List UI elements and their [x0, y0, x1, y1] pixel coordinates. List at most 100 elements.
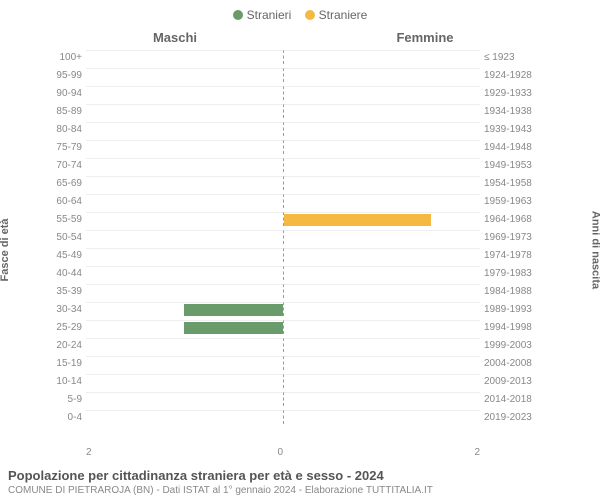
age-label: 40-44: [50, 268, 86, 279]
bar-half-right: [283, 158, 481, 172]
birth-label: 1999-2003: [480, 340, 540, 351]
age-label: 45-49: [50, 250, 86, 261]
bar-half-left: [86, 356, 283, 370]
birth-label: 2009-2013: [480, 376, 540, 387]
bars: [86, 302, 480, 316]
bar-half-left: [86, 158, 283, 172]
birth-label: 1969-1973: [480, 232, 540, 243]
chart-row: 95-99 1924-1928: [50, 66, 540, 84]
birth-label: 1934-1938: [480, 106, 540, 117]
age-label: 20-24: [50, 340, 86, 351]
bar-half-left: [86, 104, 283, 118]
bar-half-right: [283, 302, 481, 316]
bar-half-left: [86, 50, 283, 64]
legend-item-male: Stranieri: [233, 8, 292, 22]
footer: Popolazione per cittadinanza straniera p…: [8, 468, 592, 496]
legend-label-female: Straniere: [319, 8, 368, 22]
chart-row: 65-69 1954-1958: [50, 174, 540, 192]
bar-half-right: [283, 266, 481, 280]
birth-label: 1979-1983: [480, 268, 540, 279]
chart-row: 10-14 2009-2013: [50, 372, 540, 390]
bars: [86, 194, 480, 208]
bar-half-right: [283, 284, 481, 298]
chart-row: 80-84 1939-1943: [50, 120, 540, 138]
yaxis-label-right: Anni di nascita: [589, 211, 600, 289]
bar-half-left: [86, 140, 283, 154]
birth-label: 2004-2008: [480, 358, 540, 369]
bar-half-right: [283, 104, 481, 118]
chart-row: 15-19 2004-2008: [50, 354, 540, 372]
header-female: Femmine: [300, 30, 550, 48]
bar-female: [284, 214, 431, 226]
age-label: 15-19: [50, 358, 86, 369]
x-axis-left: 2 0: [86, 447, 283, 458]
chart-subtitle: COMUNE DI PIETRAROJA (BN) - Dati ISTAT a…: [8, 485, 592, 496]
age-label: 30-34: [50, 304, 86, 315]
chart-title: Popolazione per cittadinanza straniera p…: [8, 468, 592, 483]
chart-row: 40-44 1979-1983: [50, 264, 540, 282]
bars: [86, 50, 480, 64]
bar-half-left: [86, 176, 283, 190]
bar-male: [184, 304, 282, 316]
bar-half-left: [86, 410, 283, 424]
age-label: 60-64: [50, 196, 86, 207]
age-label: 0-4: [50, 412, 86, 423]
yaxis-label-left: Fasce di età: [0, 219, 11, 282]
birth-label: 1944-1948: [480, 142, 540, 153]
x-axis: 2 0 2: [86, 447, 480, 458]
header-male: Maschi: [50, 30, 300, 48]
chart-row: 55-591964-1968: [50, 210, 540, 228]
bar-half-left: [86, 122, 283, 136]
bars: [86, 230, 480, 244]
bar-half-right: [283, 338, 481, 352]
chart-row: 35-39 1984-1988: [50, 282, 540, 300]
chart-area: 100+≤ 192395-991924-192890-941929-193385…: [50, 48, 540, 440]
birth-label: 1984-1988: [480, 286, 540, 297]
bar-half-left: [86, 194, 283, 208]
bar-half-right: [283, 392, 481, 406]
birth-label: 1954-1958: [480, 178, 540, 189]
birth-label: ≤ 1923: [480, 52, 540, 63]
age-label: 5-9: [50, 394, 86, 405]
chart-row: 20-24 1999-2003: [50, 336, 540, 354]
birth-label: 1974-1978: [480, 250, 540, 261]
bars: [86, 86, 480, 100]
legend-dot-female: [305, 10, 315, 20]
birth-label: 2014-2018: [480, 394, 540, 405]
age-label: 80-84: [50, 124, 86, 135]
bars: [86, 104, 480, 118]
age-label: 35-39: [50, 286, 86, 297]
chart-row: 0-42019-2023: [50, 408, 540, 426]
chart-row: 100+≤ 1923: [50, 48, 540, 66]
chart-row: 50-541969-1973: [50, 228, 540, 246]
birth-label: 1939-1943: [480, 124, 540, 135]
chart-row: 25-29 1994-1998: [50, 318, 540, 336]
bars: [86, 176, 480, 190]
age-label: 95-99: [50, 70, 86, 81]
age-label: 55-59: [50, 214, 86, 225]
birth-label: 1924-1928: [480, 70, 540, 81]
bar-half-left: [86, 320, 283, 334]
bar-half-left: [86, 284, 283, 298]
bar-half-right: [283, 410, 481, 424]
bar-half-right: [283, 374, 481, 388]
bars: [86, 122, 480, 136]
chart-row: 70-741949-1953: [50, 156, 540, 174]
bar-half-left: [86, 86, 283, 100]
legend: Stranieri Straniere: [0, 0, 600, 23]
chart-row: 5-9 2014-2018: [50, 390, 540, 408]
age-label: 10-14: [50, 376, 86, 387]
bar-half-right: [283, 248, 481, 262]
bars: [86, 356, 480, 370]
age-label: 65-69: [50, 178, 86, 189]
birth-label: 1994-1998: [480, 322, 540, 333]
chart-container: Stranieri Straniere Maschi Femmine Fasce…: [0, 0, 600, 500]
bars: [86, 374, 480, 388]
bar-half-left: [86, 302, 283, 316]
x-tick: 2: [86, 447, 92, 458]
birth-label: 1949-1953: [480, 160, 540, 171]
bars: [86, 320, 480, 334]
bar-half-right: [283, 50, 481, 64]
birth-label: 1989-1993: [480, 304, 540, 315]
age-label: 25-29: [50, 322, 86, 333]
